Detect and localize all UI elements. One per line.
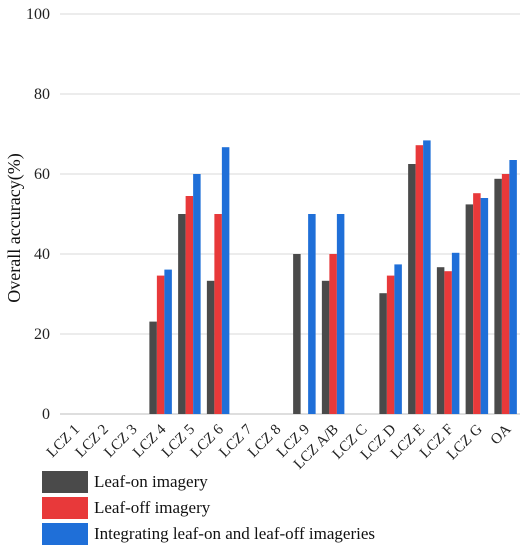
legend-item-integrated: Integrating leaf-on and leaf-off imageri…: [42, 522, 375, 546]
bar-lcz-6-series-2: [221, 147, 230, 414]
bar-lcz-5-series-1: [185, 196, 194, 414]
y-tick-label: 60: [34, 166, 50, 183]
bar-lcz-d-series-0: [379, 293, 387, 414]
y-axis-title: Overall accuracy(%): [4, 153, 25, 302]
bar-oa-series-1: [501, 174, 510, 414]
bar-lcz-f-series-1: [444, 271, 452, 414]
legend: Leaf-on imagery Leaf-off imagery Integra…: [42, 470, 375, 548]
bar-lcz-9-series-2: [308, 214, 316, 414]
bar-lcz-d-series-1: [386, 275, 395, 414]
bar-lcz-e-series-2: [423, 140, 431, 414]
y-tick-label: 100: [26, 6, 50, 23]
legend-label-leaf-on: Leaf-on imagery: [94, 472, 208, 491]
bar-lcz-d-series-2: [394, 264, 402, 414]
y-tick-label: 80: [34, 86, 50, 103]
legend-label-integrated: Integrating leaf-on and leaf-off imageri…: [94, 524, 375, 543]
bar-lcz-a-b-series-1: [329, 254, 337, 414]
bar-lcz-g-series-0: [465, 204, 474, 414]
bar-lcz-4-series-2: [164, 269, 172, 414]
bar-lcz-g-series-2: [480, 198, 489, 414]
bar-lcz-5-series-0: [178, 214, 186, 414]
legend-item-leaf-on: Leaf-on imagery: [42, 470, 375, 494]
bar-oa-series-0: [494, 178, 502, 414]
bar-lcz-9-series-0: [293, 254, 301, 414]
bar-lcz-g-series-1: [473, 193, 481, 414]
bar-lcz-4-series-0: [149, 321, 157, 414]
bar-lcz-f-series-0: [436, 267, 445, 414]
legend-item-leaf-off: Leaf-off imagery: [42, 496, 375, 520]
bar-lcz-4-series-1: [156, 275, 165, 414]
legend-label-leaf-off: Leaf-off imagery: [94, 498, 211, 517]
bar-lcz-5-series-2: [193, 174, 201, 414]
bars: [149, 140, 517, 414]
bar-oa-series-2: [509, 160, 517, 414]
bar-lcz-a-b-series-0: [321, 280, 330, 414]
bar-lcz-e-series-1: [415, 145, 424, 414]
bar-lcz-f-series-2: [451, 252, 460, 414]
bar-lcz-a-b-series-2: [336, 214, 345, 414]
legend-swatch-leaf-on: [42, 471, 88, 493]
legend-swatch-leaf-off: [42, 497, 88, 519]
y-tick-label: 40: [34, 246, 50, 263]
y-axis-ticks: 0 20 40 60 80 100: [26, 6, 50, 423]
bar-lcz-e-series-0: [408, 164, 416, 414]
bar-lcz-6-series-1: [214, 214, 222, 414]
y-tick-label: 20: [34, 326, 50, 343]
x-tick-label: OA: [488, 421, 515, 448]
y-tick-label: 0: [42, 406, 50, 423]
legend-swatch-integrated: [42, 523, 88, 545]
bar-lcz-6-series-0: [206, 280, 215, 414]
